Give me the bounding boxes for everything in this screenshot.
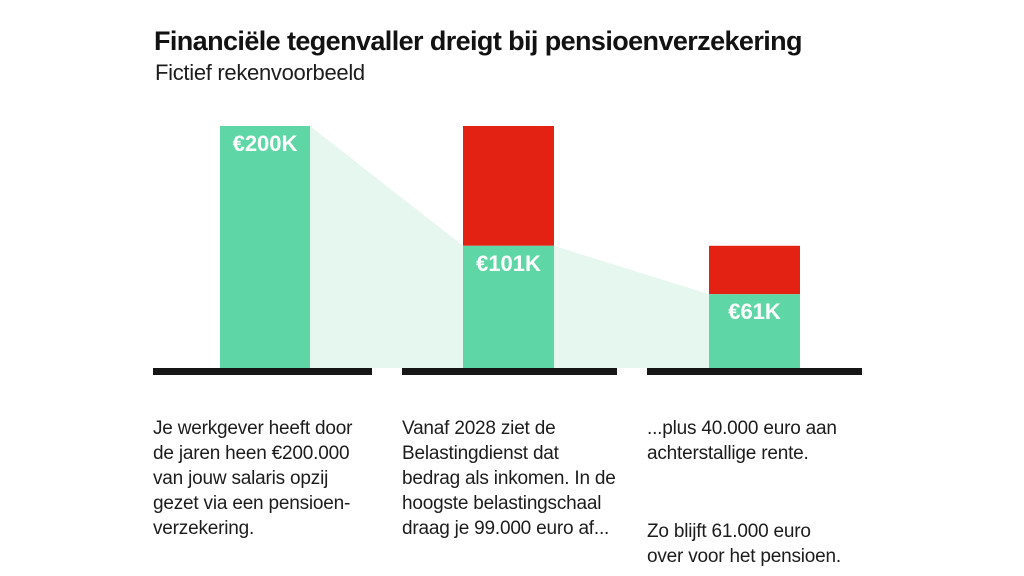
bar-lost-segment [709, 245, 800, 295]
annotation-text: Zo blijft 61.000 euro over voor het pens… [647, 521, 841, 567]
annotation-text: ...plus 40.000 euro aan achterstallige r… [647, 418, 837, 464]
bar-value-label: €200K [233, 131, 298, 156]
annotation-column-3: ...plus 40.000 euro aan achterstallige r… [647, 391, 887, 576]
decline-band [310, 126, 800, 368]
bar-kept-segment [220, 126, 310, 368]
bar-lost-segment [463, 126, 554, 246]
axis-baseline [402, 368, 617, 375]
axis-baseline [647, 368, 862, 375]
bar-kept-segment [709, 294, 800, 368]
chart-title: Financiële tegenvaller dreigt bij pensio… [154, 26, 803, 56]
axis-baseline [153, 368, 372, 375]
bar-kept-segment [463, 245, 554, 368]
bar-value-label: €101K [476, 251, 541, 276]
annotation-column-1: Je werkgever heeft door de jaren heen €2… [153, 391, 393, 576]
chart-subtitle: Fictief rekenvoorbeeld [155, 60, 365, 85]
annotation-text: Vanaf 2028 ziet de Belastingdienst dat b… [402, 418, 616, 539]
bar-value-label: €61K [728, 299, 781, 324]
annotation-text: Je werkgever heeft door de jaren heen €2… [153, 418, 353, 539]
annotation-column-2: Vanaf 2028 ziet de Belastingdienst dat b… [402, 391, 647, 576]
